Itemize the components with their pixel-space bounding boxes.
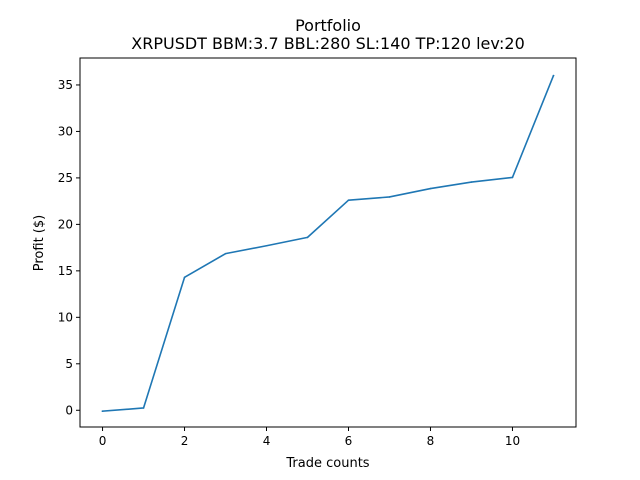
data-point bbox=[183, 276, 186, 279]
y-tick-label: 20 bbox=[58, 217, 73, 231]
y-axis-label: Profit ($) bbox=[32, 215, 47, 271]
data-point bbox=[306, 236, 309, 239]
data-point bbox=[511, 176, 514, 179]
y-tick-label: 10 bbox=[58, 310, 73, 324]
x-axis-ticks: 0 2 4 6 8 10 bbox=[99, 427, 520, 448]
x-tick-label: 10 bbox=[505, 434, 520, 448]
data-point bbox=[142, 407, 145, 409]
plot-area bbox=[101, 74, 555, 413]
data-point bbox=[101, 410, 104, 412]
data-point bbox=[265, 244, 268, 247]
data-point bbox=[470, 181, 473, 183]
y-tick-label: 30 bbox=[58, 124, 73, 138]
x-axis-label: Trade counts bbox=[285, 456, 369, 471]
y-tick-label: 25 bbox=[58, 171, 73, 185]
y-axis-ticks: 0 5 10 15 20 25 30 35 bbox=[58, 78, 80, 417]
y-tick-label: 15 bbox=[58, 264, 73, 278]
x-tick-label: 8 bbox=[427, 434, 435, 448]
x-tick-label: 2 bbox=[181, 434, 189, 448]
data-point bbox=[224, 252, 227, 255]
plot-frame bbox=[79, 57, 577, 428]
x-tick-label: 0 bbox=[99, 434, 107, 448]
data-point bbox=[552, 74, 555, 77]
x-tick-label: 4 bbox=[263, 434, 271, 448]
chart-subtitle: XRPUSDT BBM:3.7 BBL:280 SL:140 TP:120 le… bbox=[131, 34, 525, 53]
data-point bbox=[388, 196, 391, 198]
y-tick-label: 0 bbox=[65, 403, 73, 417]
data-point bbox=[347, 199, 350, 202]
chart-title: Portfolio bbox=[295, 16, 361, 35]
y-tick-label: 5 bbox=[65, 357, 73, 371]
data-point bbox=[429, 187, 432, 190]
x-tick-label: 6 bbox=[345, 434, 353, 448]
series-line bbox=[101, 74, 555, 413]
y-tick-label: 35 bbox=[58, 78, 73, 92]
